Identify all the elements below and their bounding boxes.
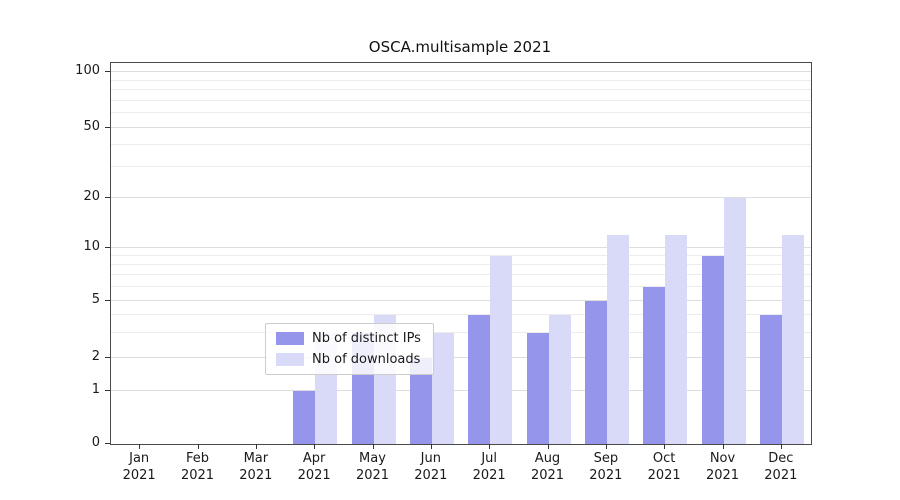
x-tick-label: Jul 2021: [472, 451, 506, 483]
y-tick-mark: [105, 300, 110, 301]
legend-label-distinct-ips: Nb of distinct IPs: [312, 331, 421, 346]
bar-distinct-ips: [701, 256, 724, 444]
y-tick-mark: [105, 197, 110, 198]
major-gridline: [111, 247, 811, 248]
x-tick-label: Dec 2021: [764, 451, 798, 483]
x-tick-label: May 2021: [355, 451, 390, 483]
x-tick-mark: [780, 444, 782, 449]
minor-gridline: [111, 79, 811, 81]
x-tick-mark: [314, 444, 316, 449]
bar-distinct-ips: [643, 287, 666, 444]
y-tick-label: 5: [91, 292, 100, 307]
minor-gridline: [111, 112, 811, 114]
legend-swatch-downloads: [276, 353, 304, 366]
bar-distinct-ips: [759, 314, 782, 444]
bar-downloads: [665, 234, 688, 444]
y-tick-label: 50: [83, 119, 100, 134]
x-tick-mark: [197, 444, 199, 449]
y-tick-label: 0: [91, 435, 100, 450]
legend-label-downloads: Nb of downloads: [312, 352, 421, 367]
x-tick-mark: [605, 444, 607, 449]
x-tick-mark: [664, 444, 666, 449]
y-tick-label: 1: [91, 382, 100, 397]
x-tick-mark: [255, 444, 257, 449]
x-tick-label: Apr 2021: [297, 451, 331, 483]
y-tick-label: 2: [91, 349, 100, 364]
x-tick-mark: [139, 444, 141, 449]
bar-downloads: [606, 234, 629, 444]
legend-swatch-distinct-ips: [276, 332, 304, 345]
y-tick-label: 20: [83, 189, 100, 204]
bar-downloads: [781, 234, 804, 444]
x-tick-mark: [489, 444, 491, 449]
bar-distinct-ips: [293, 391, 316, 444]
x-tick-label: Oct 2021: [647, 451, 681, 483]
bar-distinct-ips: [526, 332, 549, 444]
x-tick-mark: [372, 444, 374, 449]
bar-downloads: [723, 198, 746, 444]
minor-gridline: [111, 166, 811, 168]
legend: Nb of distinct IPs Nb of downloads: [265, 323, 434, 375]
bar-distinct-ips: [409, 358, 432, 444]
y-tick-label: 10: [83, 239, 100, 254]
y-tick-label: 100: [75, 63, 100, 78]
minor-gridline: [111, 89, 811, 91]
legend-item-downloads: Nb of downloads: [276, 352, 421, 367]
x-tick-label: Sep 2021: [589, 451, 623, 483]
bar-distinct-ips: [468, 314, 491, 444]
y-tick-mark: [105, 127, 110, 128]
legend-item-distinct-ips: Nb of distinct IPs: [276, 331, 421, 346]
minor-gridline: [111, 144, 811, 146]
x-tick-label: Aug 2021: [530, 451, 565, 483]
major-gridline: [111, 71, 811, 72]
minor-gridline: [111, 99, 811, 101]
bar-downloads: [490, 256, 513, 444]
bar-downloads: [548, 314, 571, 444]
y-tick-mark: [105, 390, 110, 391]
y-tick-mark: [105, 247, 110, 248]
x-tick-mark: [722, 444, 724, 449]
x-tick-label: Jan 2021: [122, 451, 156, 483]
x-tick-label: Feb 2021: [180, 451, 215, 483]
x-tick-mark: [430, 444, 432, 449]
x-tick-mark: [547, 444, 549, 449]
x-tick-label: Mar 2021: [239, 451, 273, 483]
chart-title: OSCA.multisample 2021: [368, 38, 552, 56]
x-tick-label: Jun 2021: [414, 451, 448, 483]
y-tick-mark: [105, 443, 110, 444]
y-tick-mark: [105, 71, 110, 72]
bar-distinct-ips: [584, 301, 607, 444]
bar-downloads: [431, 332, 454, 444]
plot-area: [110, 62, 812, 445]
y-tick-mark: [105, 357, 110, 358]
major-gridline: [111, 127, 811, 128]
x-tick-label: Nov 2021: [705, 451, 740, 483]
major-gridline: [111, 197, 811, 198]
